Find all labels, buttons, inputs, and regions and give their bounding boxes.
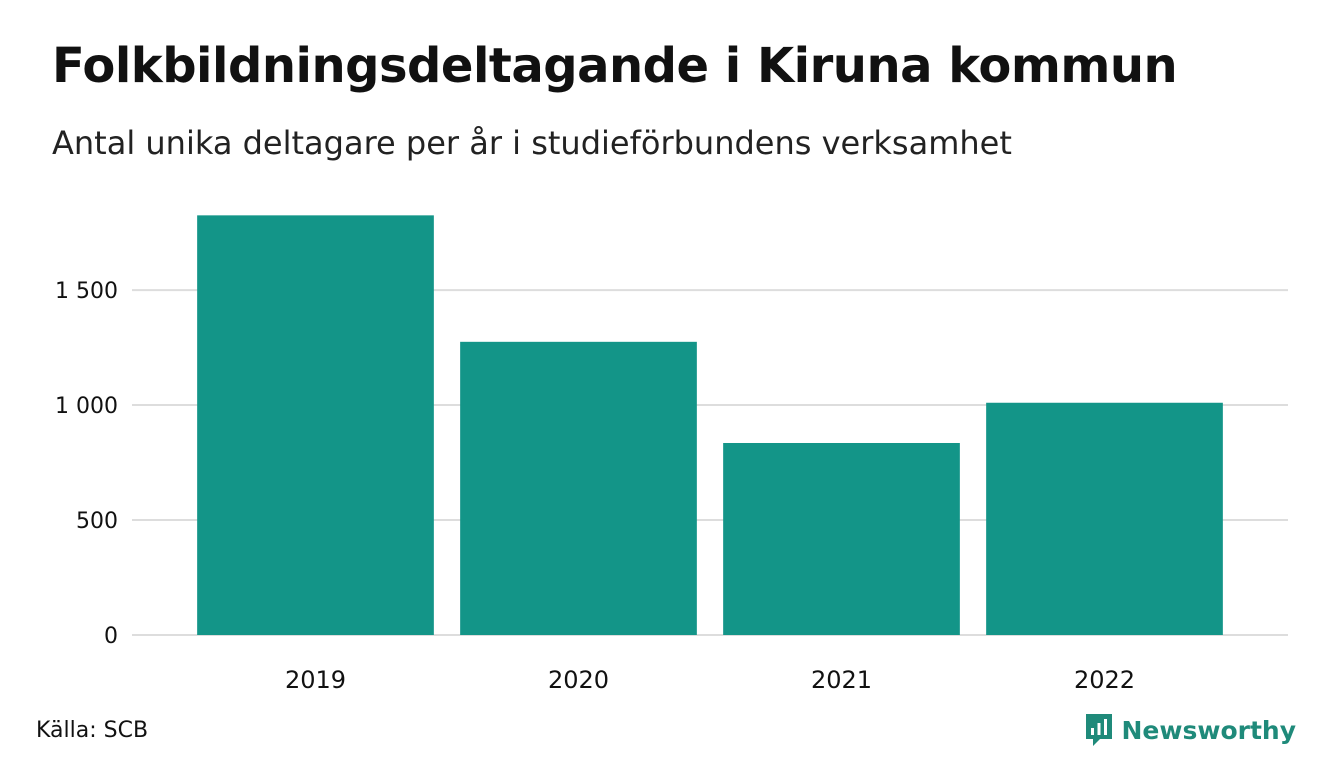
y-tick-label: 1 000 bbox=[55, 394, 118, 419]
x-tick-label: 2022 bbox=[1074, 666, 1135, 694]
bar-2020 bbox=[460, 341, 697, 635]
chart-subtitle: Antal unika deltagare per år i studieför… bbox=[52, 124, 1012, 162]
x-tick-label: 2020 bbox=[548, 666, 609, 694]
x-axis-ticks: 2019 2020 2021 2022 bbox=[285, 666, 1135, 694]
bar-2022 bbox=[986, 402, 1223, 635]
y-tick-label: 0 bbox=[104, 624, 118, 649]
bars bbox=[197, 215, 1223, 635]
bar-chart: 0 500 1 000 1 500 2019 2020 2021 2022 bbox=[55, 215, 1288, 694]
source-label: Källa: SCB bbox=[36, 718, 149, 743]
brand-logo: Newsworthy bbox=[1084, 712, 1297, 748]
x-tick-label: 2021 bbox=[811, 666, 872, 694]
newsworthy-logo-icon bbox=[1085, 714, 1112, 746]
brand-name: Newsworthy bbox=[1121, 715, 1297, 745]
y-tick-label: 500 bbox=[76, 509, 118, 534]
x-tick-label: 2019 bbox=[285, 666, 346, 694]
y-axis-ticks: 0 500 1 000 1 500 bbox=[55, 279, 118, 649]
chart-title: Folkbildningsdeltagande i Kiruna kommun bbox=[52, 38, 1178, 94]
bar-2019 bbox=[197, 215, 434, 635]
bar-2021 bbox=[723, 442, 960, 635]
y-tick-label: 1 500 bbox=[55, 279, 118, 304]
